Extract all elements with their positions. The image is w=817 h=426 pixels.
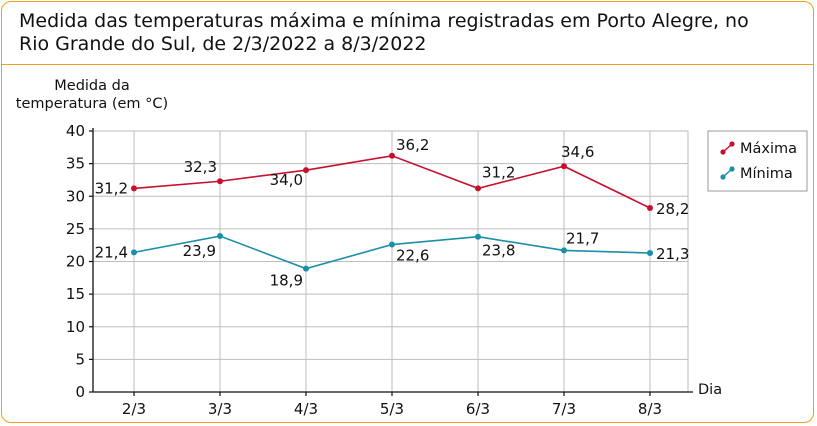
series-0-point-2 (303, 167, 309, 174)
series-0-data-label-1: 32,3 (184, 158, 217, 176)
series-1-point-1 (217, 233, 223, 240)
y-tick-label-4: 20 (66, 253, 85, 271)
series-0-point-0 (131, 185, 137, 192)
x-tick-label-4: 6/3 (466, 400, 490, 418)
series-0-data-label-0: 31,2 (95, 179, 128, 197)
series-0-data-label-5: 34,6 (561, 143, 594, 161)
x-tick-label-6: 8/3 (638, 400, 662, 418)
series-1-data-label-6: 21,3 (656, 245, 689, 263)
x-tick-label-5: 7/3 (552, 400, 576, 418)
x-tick-label-2: 4/3 (294, 400, 318, 418)
series-1-data-label-4: 23,8 (482, 242, 515, 260)
x-tick-label-1: 3/3 (208, 400, 232, 418)
series-1-point-3 (389, 241, 395, 248)
series-0-point-3 (389, 152, 395, 159)
legend-label-1: Mínima (740, 166, 793, 182)
y-tick-label-8: 40 (66, 122, 85, 140)
x-tick-label-3: 5/3 (380, 400, 404, 418)
chart-title-line-1: Medida das temperaturas máxima e mínima … (19, 10, 749, 32)
x-axis-title: Dia (698, 382, 722, 398)
y-tick-label-5: 25 (66, 220, 85, 238)
y-tick-label-7: 35 (66, 155, 85, 173)
series-0-data-label-6: 28,2 (656, 200, 689, 218)
legend-swatch-point-b-0 (729, 141, 735, 147)
y-tick-label-6: 30 (66, 187, 85, 205)
series-0-point-1 (217, 178, 223, 185)
title-separator (2, 64, 813, 65)
series-0-data-label-4: 31,2 (482, 163, 515, 181)
legend-swatch-point-b-1 (729, 166, 735, 172)
y-tick-label-1: 5 (75, 350, 85, 368)
y-tick-label-0: 0 (75, 383, 85, 401)
series-1-point-5 (561, 247, 567, 254)
series-1-point-6 (647, 250, 653, 257)
y-axis-title-line-2: temperatura (em °C) (16, 96, 168, 112)
series-0-data-label-3: 36,2 (396, 136, 429, 154)
series-1-data-label-3: 22,6 (396, 247, 429, 265)
legend-swatch-point-a-0 (720, 149, 726, 155)
y-tick-label-2: 10 (66, 318, 85, 336)
series-1-point-0 (131, 249, 137, 256)
series-0-data-label-2: 34,0 (270, 171, 303, 189)
series-1-data-label-5: 21,7 (566, 229, 599, 247)
series-0-point-5 (561, 163, 567, 170)
y-tick-label-3: 15 (66, 285, 85, 303)
legend-swatch-point-a-1 (720, 174, 726, 180)
y-axis-title-line-1: Medida da (54, 78, 129, 94)
x-tick-label-0: 2/3 (122, 400, 146, 418)
series-1-data-label-0: 21,4 (95, 243, 128, 261)
series-0-point-4 (475, 185, 481, 192)
series-1-point-4 (475, 233, 481, 240)
legend-label-0: Máxima (740, 141, 797, 157)
series-1-data-label-1: 23,9 (183, 242, 216, 260)
series-1-data-label-2: 18,9 (270, 272, 303, 290)
series-0-point-6 (647, 204, 653, 211)
series-1-point-2 (303, 265, 309, 272)
chart-title: Medida das temperaturas máxima e mínima … (19, 10, 799, 56)
legend-box (707, 130, 808, 192)
chart-title-line-2: Rio Grande do Sul, de 2/3/2022 a 8/3/202… (19, 33, 427, 55)
